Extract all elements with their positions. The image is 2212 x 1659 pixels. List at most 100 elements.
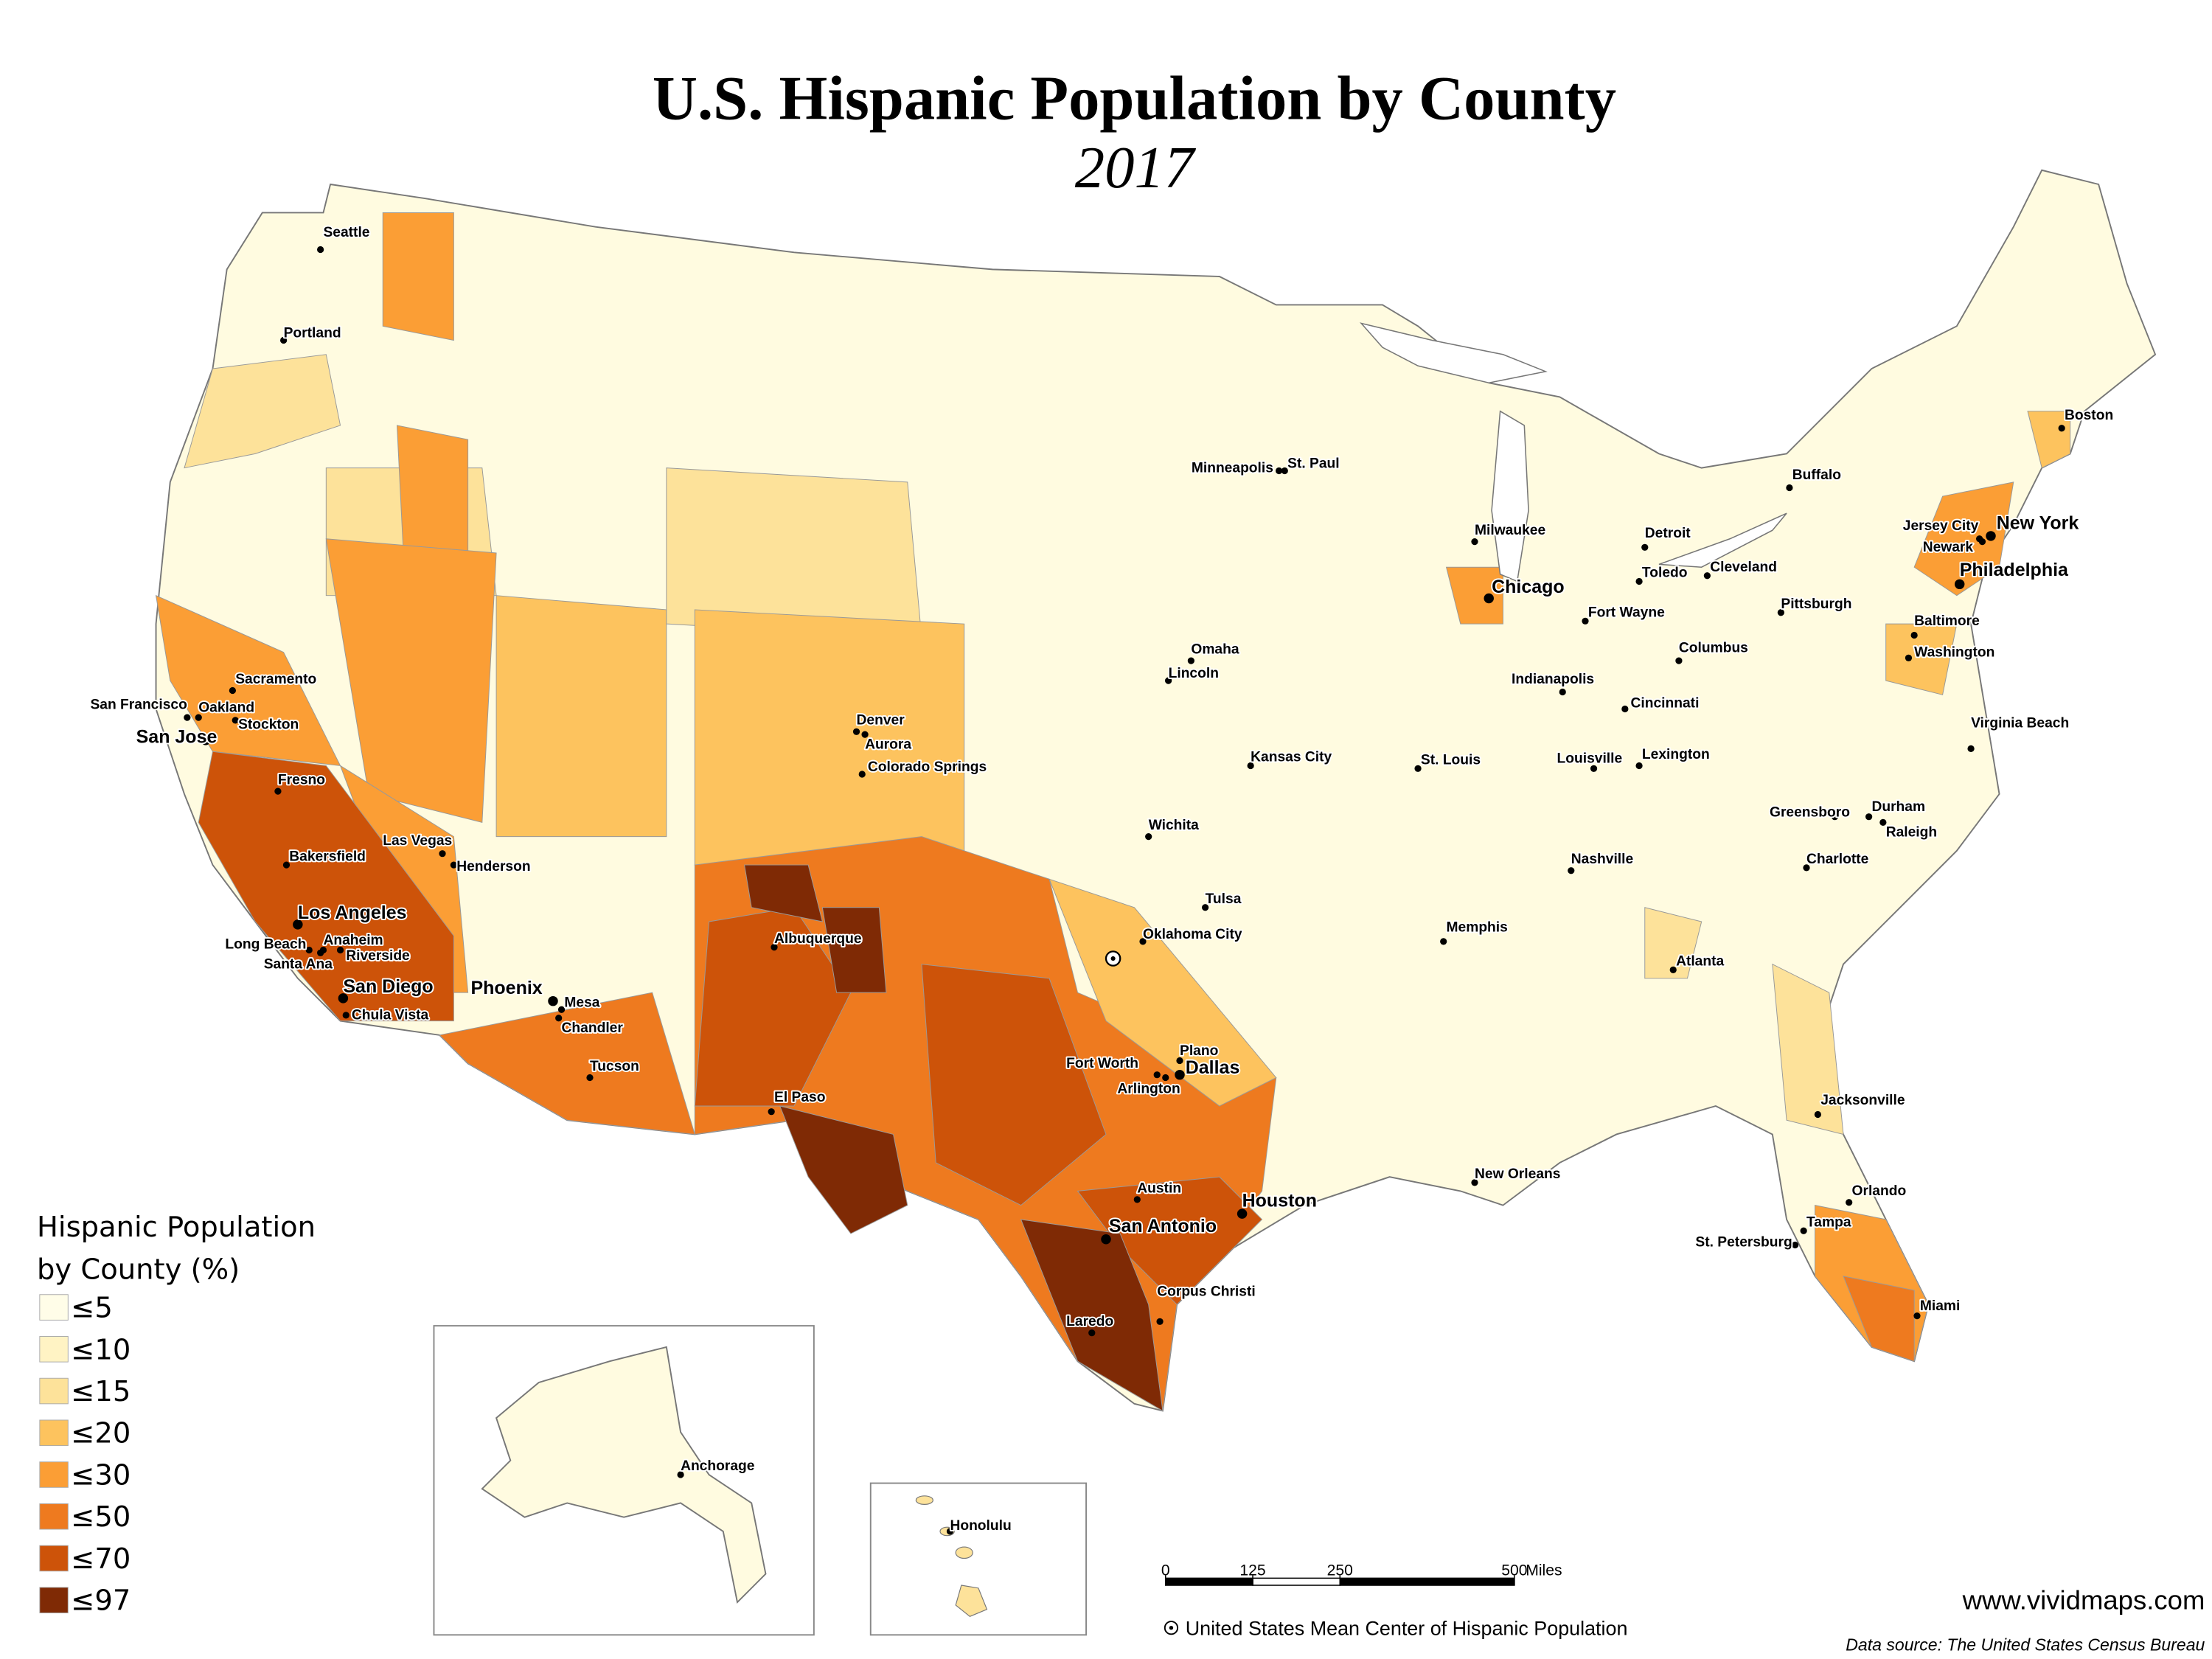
title: U.S. Hispanic Population by County	[653, 65, 1616, 133]
city-dot	[1176, 1057, 1183, 1065]
city-dot	[1559, 688, 1566, 696]
city-dot	[1175, 1069, 1185, 1080]
city-dot	[1153, 1071, 1161, 1079]
city-label: Toledo	[1642, 566, 1688, 581]
city-label: Baltimore	[1914, 613, 1980, 629]
city-dot	[1568, 867, 1575, 874]
city-dot	[280, 336, 288, 344]
city-label: Pittsburgh	[1781, 597, 1851, 612]
city-label: Kansas City	[1251, 750, 1332, 765]
city-dot	[1471, 1179, 1478, 1186]
city-dot	[1162, 1074, 1169, 1082]
city-label: St. Petersburg	[1695, 1234, 1792, 1250]
city-dot	[342, 1012, 349, 1019]
city-dot	[274, 787, 282, 795]
city-label: Greensboro	[1770, 805, 1850, 821]
legend-swatch	[39, 1336, 69, 1363]
city-dot	[2058, 425, 2065, 432]
city-label: Stockton	[238, 717, 299, 732]
city-label: Cleveland	[1710, 560, 1777, 575]
city-label: Riverside	[346, 948, 410, 964]
city-label: Wichita	[1149, 818, 1199, 833]
legend-swatch	[39, 1294, 69, 1321]
website: www.vividmaps.com	[1962, 1585, 2205, 1615]
city-dot	[229, 686, 237, 695]
city-label: San Jose	[136, 727, 218, 748]
city-dot	[1621, 705, 1629, 713]
city-dot	[946, 1528, 954, 1535]
city-label: St. Louis	[1421, 753, 1481, 768]
lake-michigan	[1491, 410, 1529, 582]
city-dot	[555, 1015, 563, 1022]
lake-superior	[1359, 322, 1548, 384]
scale-label: 125	[1239, 1562, 1265, 1579]
county-region	[1445, 566, 1503, 625]
city-label: Mesa	[564, 995, 599, 1010]
legend-label: ≤70	[71, 1543, 131, 1576]
city-label: Anaheim	[323, 933, 383, 948]
city-label: Houston	[1242, 1191, 1317, 1211]
city-dot	[1910, 631, 1918, 639]
city-dot	[1471, 538, 1478, 546]
city-dot	[1202, 904, 1209, 911]
city-label: Sacramento	[235, 672, 316, 687]
city-label: Raleigh	[1886, 825, 1937, 841]
city-dot	[1139, 938, 1147, 945]
city-dot	[677, 1471, 684, 1478]
city-dot	[1088, 1329, 1096, 1337]
city-label: Denver	[857, 713, 905, 728]
legend-label: ≤50	[71, 1500, 131, 1534]
city-dot	[1967, 745, 1975, 752]
city-label: Portland	[284, 326, 341, 341]
city-label: New Orleans	[1475, 1166, 1560, 1182]
city-label: Philadelphia	[1960, 560, 2069, 580]
city-label: Fort Worth	[1066, 1056, 1138, 1071]
city-dot	[1777, 609, 1784, 616]
city-label: Detroit	[1645, 526, 1691, 541]
city-dot	[1590, 765, 1598, 772]
city-label: Chula Vista	[352, 1008, 429, 1023]
city-label: Atlanta	[1676, 954, 1724, 970]
city-dot	[586, 1074, 594, 1082]
city-label: Seattle	[323, 225, 369, 240]
city-dot	[232, 717, 239, 724]
city-label: Fresno	[278, 772, 325, 787]
city-dot	[858, 771, 866, 778]
city-dot	[771, 944, 778, 951]
county-region	[1885, 623, 1958, 695]
city-label: Tulsa	[1206, 891, 1242, 907]
county-region	[325, 538, 497, 823]
city-label: Dallas	[1186, 1057, 1240, 1078]
city-dot	[557, 1006, 566, 1013]
city-label: Fort Wayne	[1588, 605, 1665, 621]
city-dot	[1133, 1196, 1141, 1203]
city-label: Durham	[1871, 799, 1925, 815]
legend-label: ≤10	[71, 1333, 131, 1366]
city-dot	[1582, 617, 1589, 625]
legend-swatch	[39, 1587, 69, 1613]
county-region	[1644, 907, 1703, 979]
island	[955, 1546, 973, 1559]
county-region	[1020, 1219, 1164, 1412]
city-label: Austin	[1137, 1180, 1181, 1196]
city-dot	[1803, 864, 1810, 872]
city-dot	[317, 949, 324, 956]
city-label: Cincinnati	[1631, 696, 1700, 712]
scale-segment	[1339, 1577, 1515, 1586]
city-label: Indianapolis	[1512, 672, 1594, 687]
city-dot	[201, 735, 211, 745]
city-label: Honolulu	[950, 1518, 1011, 1534]
legend: Hispanic Population by County (%) ≤5 ≤10 ≤15…	[37, 1211, 316, 1618]
city-dot	[1846, 1199, 1853, 1206]
city-label: Jacksonville	[1820, 1093, 1905, 1108]
city-label: Tucson	[590, 1059, 639, 1074]
city-label: Oakland	[198, 700, 254, 715]
city-dot	[1101, 1234, 1111, 1245]
city-dot	[1247, 762, 1254, 770]
scale-label: 250	[1327, 1562, 1353, 1579]
city-label: Bakersfield	[289, 849, 366, 864]
city-dot	[1986, 531, 1996, 541]
city-dot	[1276, 467, 1283, 475]
